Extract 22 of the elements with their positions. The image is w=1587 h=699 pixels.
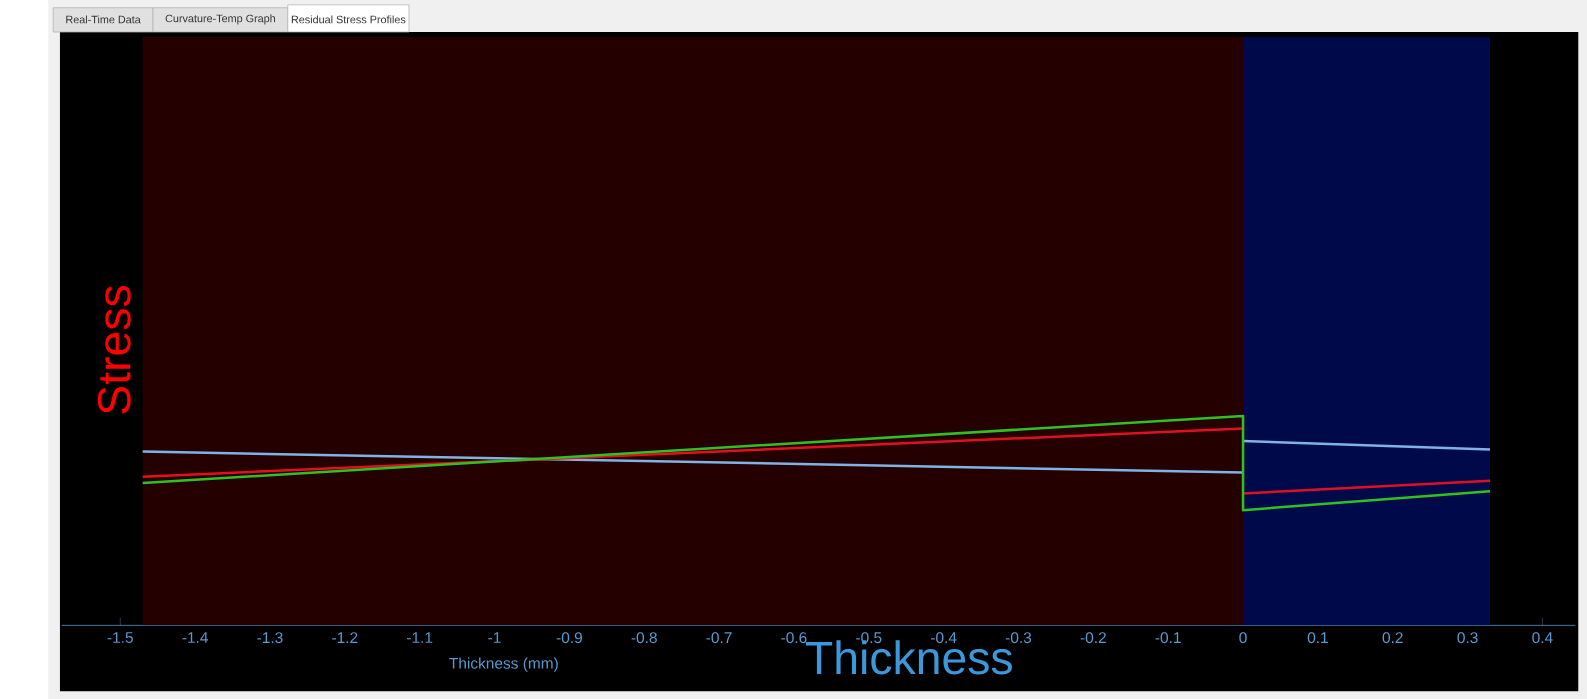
- x-tick-label: -0.8: [631, 632, 657, 644]
- x-axis-title: Thickness (mm): [449, 657, 558, 672]
- x-tick-label: 0.2: [1382, 632, 1403, 644]
- x-tick-label: -1.4: [182, 632, 208, 643]
- x-tick-label: 0: [1239, 632, 1247, 644]
- x-tick-label: -1.3: [257, 632, 283, 644]
- y-axis-title: Stress: [97, 285, 131, 414]
- text: Residual Stress Profiles: [291, 15, 406, 24]
- x-tick-label: 0.4: [1532, 632, 1553, 644]
- x-tick-label: 0.1: [1307, 632, 1328, 644]
- x-tick-label: -0.1: [1155, 632, 1181, 644]
- x-tick-label: -0.6: [781, 632, 807, 644]
- text: Real-Time Data: [66, 15, 141, 24]
- x-tick-label: -1.5: [107, 632, 133, 643]
- x-tick-label: -0.2: [1080, 632, 1106, 644]
- x-tick-label: -0.9: [556, 632, 582, 644]
- x-tick-label: -1.2: [332, 632, 358, 643]
- x-tick-label: -0.7: [706, 632, 732, 644]
- x-tick-label: -1: [488, 632, 501, 643]
- text: Curvature-Temp Graph: [165, 14, 275, 25]
- x-tick-label: 0.3: [1457, 632, 1478, 644]
- x-tick-label: -1.1: [407, 632, 433, 643]
